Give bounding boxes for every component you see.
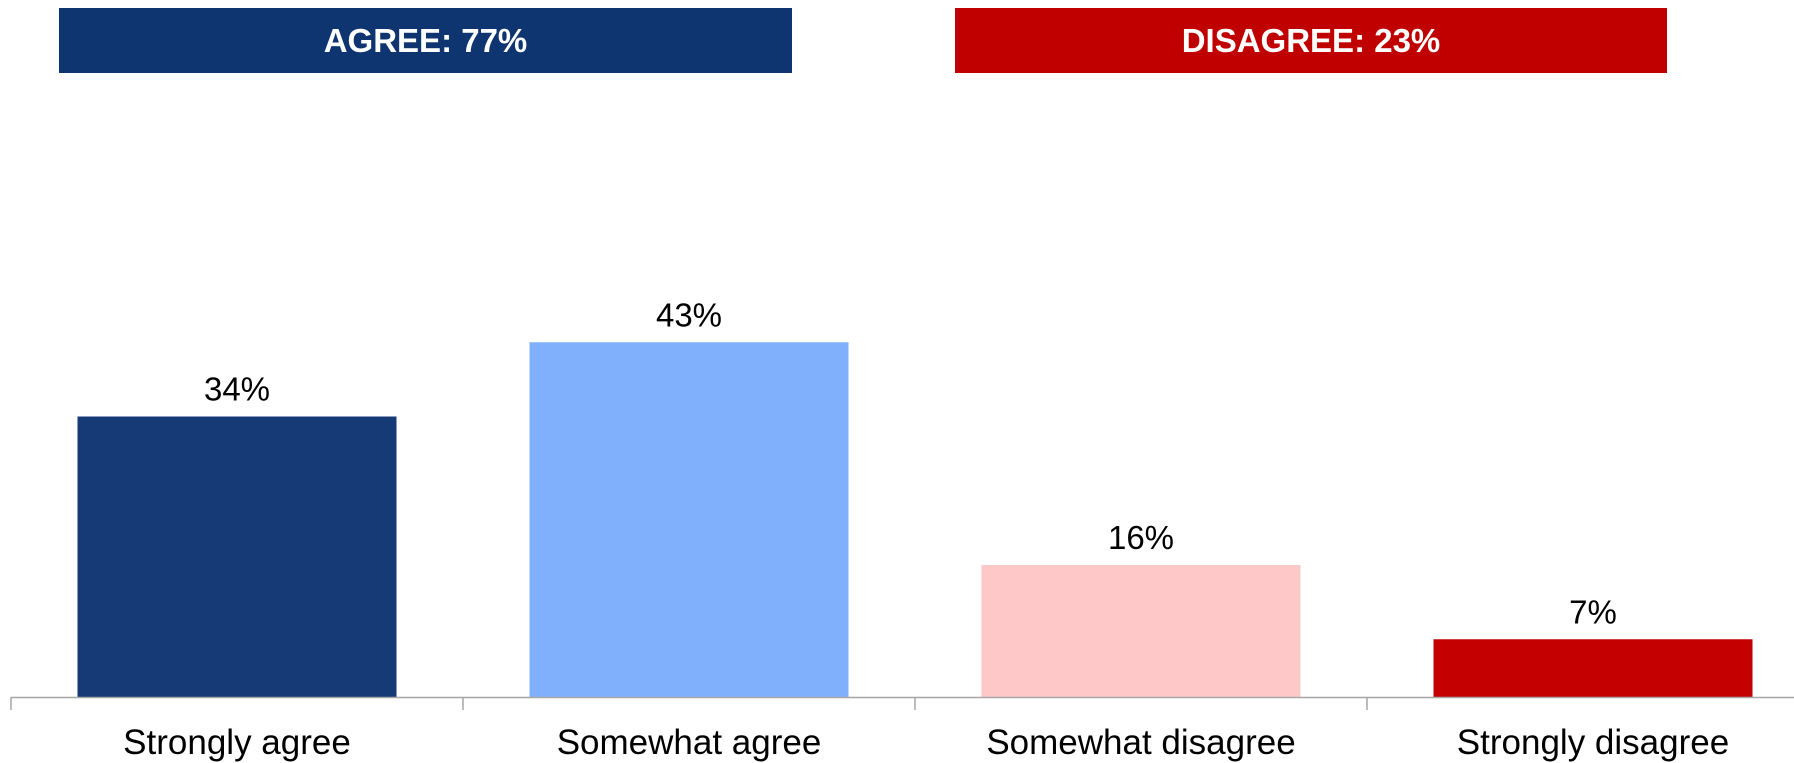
category-label: Strongly disagree — [1457, 723, 1729, 762]
bar-strongly-agree — [77, 416, 397, 697]
category-label: Strongly agree — [123, 723, 351, 762]
value-label: 43% — [656, 296, 722, 333]
value-label: 34% — [204, 371, 270, 408]
value-label: 7% — [1569, 593, 1617, 630]
disagree-summary-banner: DISAGREE: 23% — [955, 8, 1667, 73]
bar-somewhat-disagree — [981, 565, 1301, 697]
bar-strongly-disagree — [1433, 639, 1753, 697]
bar-somewhat-agree — [529, 342, 849, 697]
value-label: 16% — [1108, 519, 1174, 556]
category-label: Somewhat agree — [557, 723, 822, 762]
agree-summary-banner: AGREE: 77% — [59, 8, 792, 73]
category-label: Somewhat disagree — [986, 723, 1295, 762]
